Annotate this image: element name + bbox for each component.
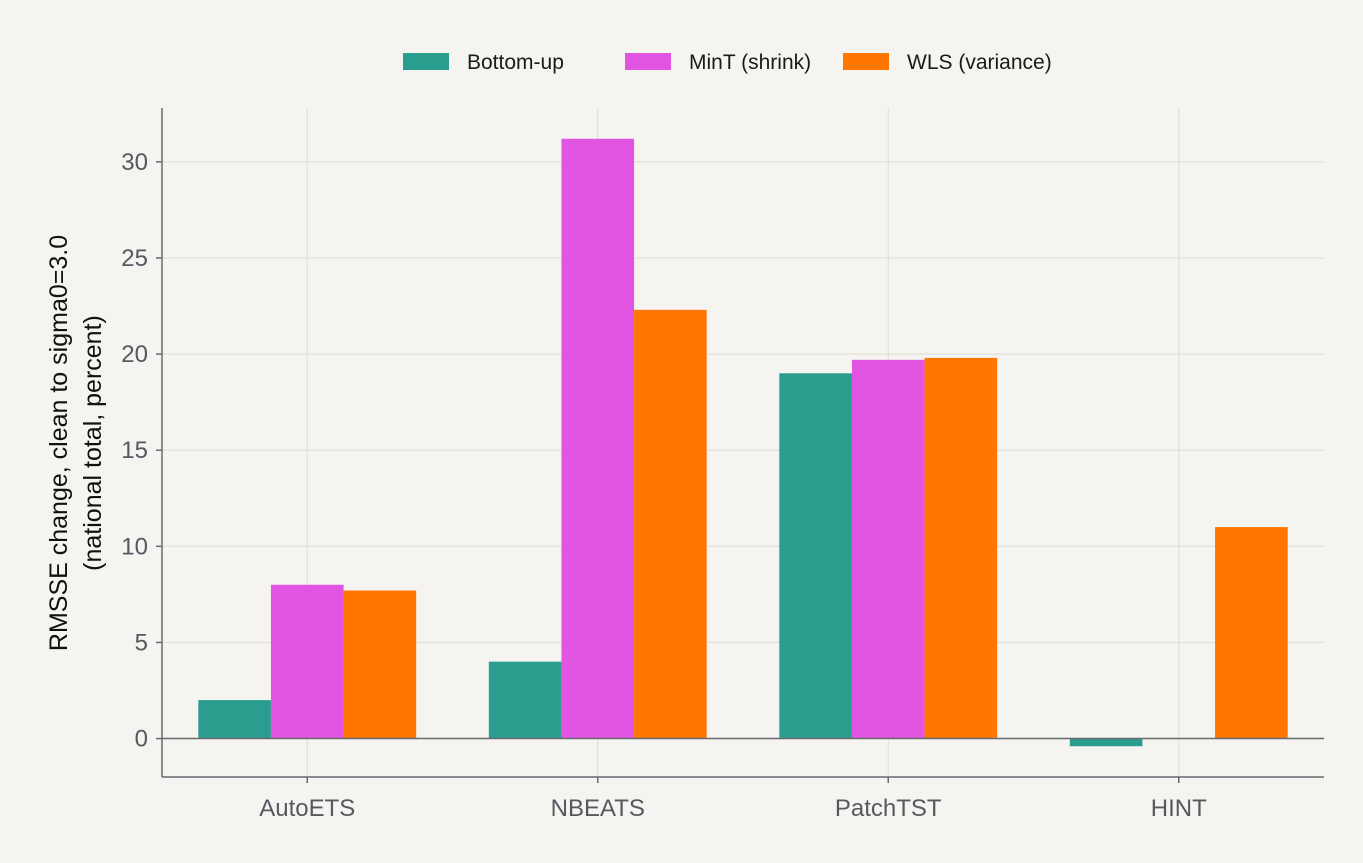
legend-label-wls-variance-: WLS (variance) <box>907 51 1052 74</box>
y-tick-label: 15 <box>121 437 148 464</box>
legend-label-mint-shrink-: MinT (shrink) <box>689 51 811 74</box>
bar-mint-shrink--nbeats <box>561 138 635 739</box>
y-tick-label: 0 <box>135 726 148 753</box>
y-axis-label-line-2: (national total, percent) <box>79 315 107 571</box>
y-tick-label: 20 <box>121 341 148 368</box>
y-tick-label: 5 <box>135 629 148 656</box>
legend-swatch-wls-variance- <box>843 53 889 70</box>
y-axis-label-line-1: RMSSE change, clean to sigma0=3.0 <box>45 235 73 651</box>
legend: Bottom-up MinT (shrink) WLS (variance) <box>403 51 1052 74</box>
bar-bottom-up-autoets <box>198 700 271 739</box>
bars <box>198 138 1288 747</box>
x-tick-label: NBEATS <box>551 795 645 822</box>
axes <box>156 108 1324 783</box>
x-tick-label: PatchTST <box>835 795 942 822</box>
legend-swatch-mint-shrink- <box>625 53 671 70</box>
bar-bottom-up-patchtst <box>779 373 852 739</box>
bar-wls-variance--hint <box>1215 527 1288 739</box>
bar-wls-variance--patchtst <box>924 357 998 739</box>
y-tick-label: 10 <box>121 533 148 560</box>
y-tick-label: 25 <box>121 245 148 272</box>
x-tick-labels: AutoETS NBEATS PatchTST HINT <box>259 795 1207 822</box>
bar-bottom-up-hint <box>1069 738 1143 747</box>
legend-label-bottom-up: Bottom-up <box>467 51 564 74</box>
y-tick-label: 30 <box>121 149 148 176</box>
bar-mint-shrink--autoets <box>270 584 344 739</box>
bar-bottom-up-nbeats <box>488 661 562 739</box>
y-tick-labels: 0 5 10 15 20 25 30 <box>121 149 148 753</box>
legend-swatch-bottom-up <box>403 53 449 70</box>
x-tick-label: HINT <box>1151 795 1207 822</box>
bar-wls-variance--autoets <box>343 590 417 739</box>
bar-mint-shrink--patchtst <box>851 359 925 739</box>
bar-wls-variance--nbeats <box>634 309 707 739</box>
x-tick-label: AutoETS <box>259 795 355 822</box>
